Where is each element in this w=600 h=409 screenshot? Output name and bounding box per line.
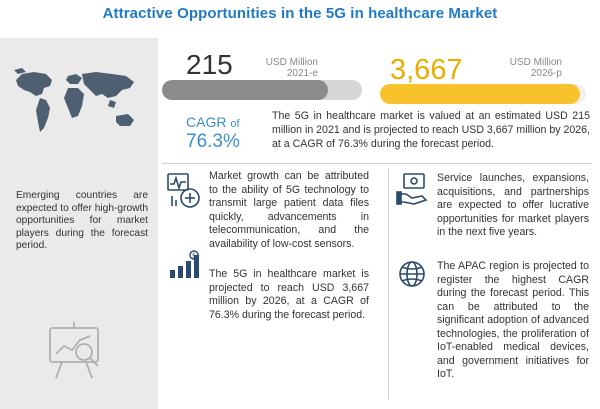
healthcare-monitor-icon xyxy=(167,173,200,208)
progress-bar-2026-fill xyxy=(380,84,580,104)
progress-bar-2021 xyxy=(162,80,362,100)
insight-text-3: Service launches, expansions, acquisitio… xyxy=(437,172,589,238)
unit-label-2026: USD Million xyxy=(509,57,562,68)
cagr-value: 76.3% xyxy=(186,131,240,152)
money-hand-icon xyxy=(396,173,428,205)
market-unit-2026: USD Million 2026-p xyxy=(498,57,562,79)
sidebar-panel: Emerging countries are expected to offer… xyxy=(0,38,158,409)
globe-pin-icon xyxy=(399,261,425,287)
growth-chart-icon: $ xyxy=(170,250,199,278)
progress-bar-2026 xyxy=(380,84,586,104)
vertical-divider xyxy=(388,168,389,400)
market-unit-2021: USD Million 2021-e xyxy=(262,57,318,79)
progress-bar-2021-fill xyxy=(162,80,328,100)
year-label-2021: 2021-e xyxy=(286,68,318,79)
market-value-2026: 3,667 xyxy=(390,54,463,86)
sidebar-text: Emerging countries are expected to offer… xyxy=(16,190,148,252)
svg-text:$: $ xyxy=(192,253,196,260)
cagr-label: CAGR of xyxy=(186,114,240,130)
page-title: Attractive Opportunities in the 5G in he… xyxy=(102,5,498,22)
insight-text-4: The APAC region is projected to register… xyxy=(437,260,589,380)
cagr-text: CAGR xyxy=(186,114,227,130)
horizontal-divider xyxy=(162,163,592,164)
analytics-board-icon xyxy=(49,322,99,379)
market-summary-text: The 5G in healthcare market is valued at… xyxy=(272,110,590,150)
unit-label-2021: USD Million xyxy=(265,57,318,68)
market-value-2021: 215 xyxy=(186,49,233,80)
cagr-of-text: of xyxy=(230,118,240,130)
world-map-icon xyxy=(14,68,134,132)
insight-text-1: Market growth can be attributed to the a… xyxy=(209,170,369,250)
year-label-2026: 2026-p xyxy=(530,68,562,79)
insight-text-2: The 5G in healthcare market is projected… xyxy=(209,268,369,321)
